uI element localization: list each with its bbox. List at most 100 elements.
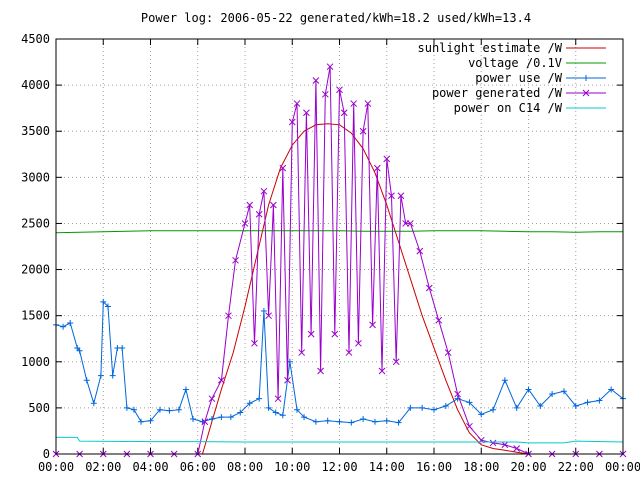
data-point [208, 415, 215, 422]
data-point [513, 404, 520, 411]
data-point [279, 164, 287, 172]
data-point [501, 441, 509, 449]
x-tick-label: 04:00 [132, 460, 168, 474]
data-point [560, 388, 567, 395]
data-point [416, 247, 424, 255]
data-point [288, 118, 296, 126]
x-tick-label: 14:00 [369, 460, 405, 474]
data-point [156, 406, 163, 413]
data-point [340, 109, 348, 117]
data-point [317, 367, 324, 375]
y-tick-label: 0 [43, 447, 50, 461]
data-point [435, 316, 443, 324]
data-point [256, 395, 263, 402]
data-point [97, 372, 104, 379]
data-point [324, 417, 331, 424]
data-point [130, 406, 137, 413]
data-point [369, 321, 376, 329]
data-point [466, 399, 473, 406]
x-axis-ticks: 00:00 02:00 04:00 06:00 08:00 10:00 12:00 14:00… [38, 39, 640, 474]
x-tick-label: 02:00 [85, 460, 121, 474]
legend-marker [582, 89, 590, 97]
data-point [336, 418, 343, 425]
data-point [218, 414, 225, 421]
data-point [260, 187, 268, 195]
x-tick-label: 20:00 [510, 460, 546, 474]
data-point [175, 406, 182, 413]
data-point [348, 419, 355, 426]
data-point [395, 419, 402, 426]
legend-marker [583, 75, 589, 81]
data-point [392, 358, 400, 366]
data-point [350, 100, 358, 107]
data-point [355, 339, 362, 347]
y-tick-label: 500 [28, 401, 50, 415]
data-point [312, 77, 320, 84]
data-point [549, 391, 556, 398]
y-tick-label: 2500 [21, 216, 50, 230]
data-point [584, 399, 591, 406]
data-point [260, 308, 267, 315]
data-point [293, 406, 300, 413]
data-point [383, 155, 391, 163]
data-point [454, 390, 461, 398]
data-point [307, 330, 315, 338]
data-point [364, 100, 372, 107]
y-tick-label: 3500 [21, 124, 50, 138]
data-point [83, 377, 90, 384]
x-tick-label: 08:00 [227, 460, 263, 474]
data-point [303, 109, 310, 117]
legend-label: sunlight estimate /W [418, 41, 563, 55]
data-point [119, 344, 126, 351]
series-line-power-on-c14-w [56, 436, 624, 444]
data-point [109, 372, 116, 379]
data-point [378, 367, 386, 375]
data-point [407, 220, 414, 227]
data-point [489, 439, 497, 447]
data-point [90, 400, 97, 407]
data-point [100, 298, 107, 305]
grid-lines [56, 39, 623, 454]
data-point [265, 404, 272, 411]
data-point [466, 422, 473, 430]
data-point [225, 312, 232, 320]
series-line-sunlight-estimate-w [202, 123, 529, 455]
data-point [345, 349, 353, 356]
x-tick-label: 18:00 [463, 460, 499, 474]
data-point [331, 330, 339, 338]
data-point [237, 409, 244, 416]
y-tick-label: 3000 [21, 170, 50, 184]
data-point [608, 386, 615, 393]
y-axis-ticks: 0 500 1000 1500 2000 2500 3000 3500 4000 4500 [21, 32, 623, 461]
x-tick-label: 12:00 [321, 460, 357, 474]
data-point [383, 417, 390, 424]
series-sunlight-estimate-w [202, 123, 529, 455]
data-point [537, 403, 544, 410]
x-tick-label: 22:00 [558, 460, 594, 474]
x-tick-label: 00:00 [38, 460, 74, 474]
data-point [147, 417, 154, 424]
data-point [371, 418, 378, 425]
data-point [525, 386, 532, 393]
data-point [104, 303, 111, 310]
data-point [490, 406, 497, 413]
y-tick-label: 2000 [21, 263, 50, 277]
data-point [123, 404, 130, 411]
legend-label: power use /W [475, 71, 562, 85]
data-point [360, 415, 367, 422]
plot-frame [55, 38, 624, 455]
x-tick-label: 06:00 [180, 460, 216, 474]
data-point [407, 404, 414, 411]
data-point [272, 409, 279, 416]
data-point [246, 400, 253, 407]
data-point [298, 349, 306, 356]
x-tick-label: 00:00 [605, 460, 640, 474]
data-point [274, 395, 282, 403]
y-tick-label: 1500 [21, 309, 50, 323]
data-point [326, 63, 334, 71]
y-tick-label: 4000 [21, 78, 50, 92]
data-point [246, 201, 254, 209]
series-layer [52, 63, 627, 458]
